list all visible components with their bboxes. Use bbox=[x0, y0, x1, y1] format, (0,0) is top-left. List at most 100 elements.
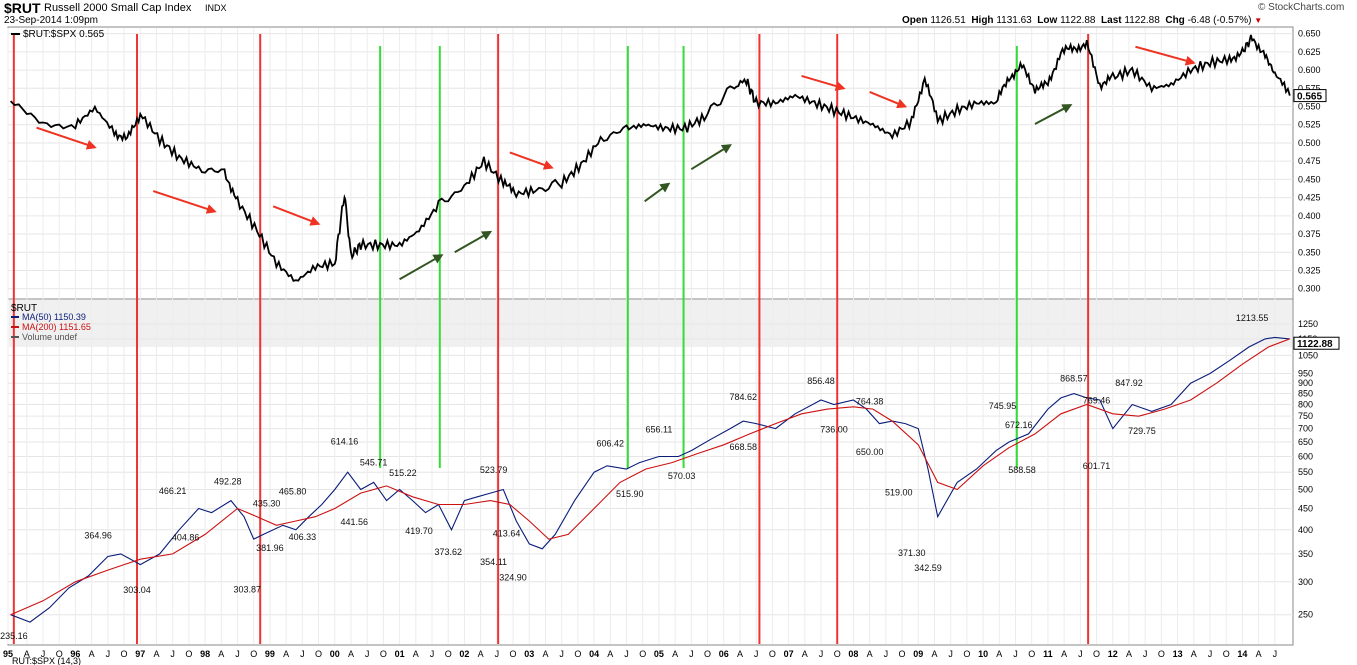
price-annotation: 465.80 bbox=[279, 486, 307, 496]
time-tick-label: 14 bbox=[1237, 649, 1247, 659]
time-tick-label: 96 bbox=[70, 649, 80, 659]
ratio-tick-label: 0.450 bbox=[1298, 174, 1321, 184]
ratio-tick-label: 0.300 bbox=[1298, 284, 1321, 294]
time-tick-label: A bbox=[996, 649, 1002, 659]
price-annotation: 413.64 bbox=[493, 529, 521, 539]
price-annotation: 515.90 bbox=[616, 489, 644, 499]
ratio-series bbox=[9, 34, 1291, 282]
price-tick-label: 700 bbox=[1298, 424, 1313, 434]
time-tick-label: 05 bbox=[654, 649, 664, 659]
price-tick-label: 350 bbox=[1298, 549, 1313, 559]
time-tick-label: J bbox=[948, 649, 953, 659]
quote-open-value: 1126.51 bbox=[930, 15, 966, 26]
time-tick-label: O bbox=[380, 649, 387, 659]
ratio-last-badge bbox=[1293, 89, 1327, 103]
time-tick-label: O bbox=[250, 649, 257, 659]
quote-chg-value: -6.48 (-0.57%) bbox=[1187, 15, 1252, 26]
time-tick-label: O bbox=[56, 649, 63, 659]
trend-arrows bbox=[36, 45, 1196, 281]
time-tick-label: 02 bbox=[459, 649, 469, 659]
time-tick-label: J bbox=[559, 649, 564, 659]
price-annotation: 404.86 bbox=[172, 533, 200, 543]
ratio-tick-label: 0.475 bbox=[1298, 156, 1321, 166]
price-legend-label: Volume undef bbox=[22, 332, 78, 342]
up-trend-arrow bbox=[1034, 104, 1073, 125]
ratio-tick-label: 0.550 bbox=[1298, 102, 1321, 112]
ratio-tick-label: 0.375 bbox=[1298, 229, 1321, 239]
price-annotation: 1213.55 bbox=[1236, 313, 1269, 323]
time-tick-label: A bbox=[153, 649, 159, 659]
price-annotation: 406.33 bbox=[289, 532, 317, 542]
quote-last-label: Last bbox=[1101, 15, 1122, 26]
axis-labels: 0.650 0.625 0.600 0.575 0.550 0.525 0.500 0.475… bbox=[3, 29, 1321, 665]
price-tick-label: 800 bbox=[1298, 400, 1313, 410]
time-tick-label: J bbox=[495, 649, 500, 659]
price-annotation: 303.87 bbox=[233, 584, 261, 594]
price-annotation: 650.00 bbox=[856, 447, 884, 457]
watermark: © StockCharts.com bbox=[1258, 2, 1345, 13]
price-annotation: 545.71 bbox=[360, 458, 388, 468]
time-tick-label: J bbox=[1208, 649, 1213, 659]
up-trend-arrow bbox=[399, 254, 444, 281]
price-legend-label: MA(50) 1150.39 bbox=[22, 312, 86, 322]
price-tick-label: 300 bbox=[1298, 577, 1313, 587]
price-tick-label: 1250 bbox=[1298, 319, 1318, 329]
price-tick-label: 400 bbox=[1298, 525, 1313, 535]
price-annotation: 672.16 bbox=[1005, 420, 1033, 430]
ratio-tick-label: 0.625 bbox=[1298, 47, 1321, 57]
price-annotation: 601.71 bbox=[1083, 461, 1111, 471]
price-tick-label: 650 bbox=[1298, 437, 1313, 447]
ratio-tick-label: 0.325 bbox=[1298, 265, 1321, 275]
price-annotation: 614.16 bbox=[331, 436, 359, 446]
price-annotation: 364.96 bbox=[84, 530, 112, 540]
time-tick-label: J bbox=[235, 649, 240, 659]
time-tick-label: J bbox=[884, 649, 889, 659]
price-annotation: 668.58 bbox=[729, 442, 757, 452]
time-tick-label: 11 bbox=[1043, 649, 1053, 659]
time-tick-label: O bbox=[1028, 649, 1035, 659]
ratio-tick-label: 0.600 bbox=[1298, 65, 1321, 75]
quote-open-label: Open bbox=[902, 15, 928, 26]
time-tick-label: A bbox=[672, 649, 678, 659]
ratio-tick-label: 0.400 bbox=[1298, 211, 1321, 221]
time-tick-label: O bbox=[963, 649, 970, 659]
time-tick-label: 13 bbox=[1173, 649, 1183, 659]
price-tick-label: 950 bbox=[1298, 368, 1313, 378]
price-annotation: 847.92 bbox=[1115, 378, 1143, 388]
price-annotation: 606.42 bbox=[597, 439, 625, 449]
time-tick-label: A bbox=[218, 649, 224, 659]
time-tick-label: 07 bbox=[784, 649, 794, 659]
ratio-panel bbox=[7, 26, 1294, 300]
price-tick-label: 850 bbox=[1298, 389, 1313, 399]
time-tick-label: O bbox=[315, 649, 322, 659]
price-annotation: 466.21 bbox=[159, 486, 187, 496]
time-tick-label: J bbox=[106, 649, 111, 659]
price-legend-label: MA(200) 1151.65 bbox=[22, 322, 91, 332]
time-tick-label: 09 bbox=[913, 649, 923, 659]
time-tick-label: O bbox=[574, 649, 581, 659]
down-trend-arrow bbox=[1135, 45, 1196, 66]
price-annotation: 656.11 bbox=[645, 424, 672, 434]
price-tick-label: 600 bbox=[1298, 452, 1313, 462]
price-annotation: 784.62 bbox=[729, 392, 757, 402]
price-annotation: 769.46 bbox=[1083, 396, 1111, 406]
price-last-value: 1122.88 bbox=[1297, 339, 1333, 350]
ratio-last-value: 0.565 bbox=[1297, 92, 1322, 103]
time-tick-label: 03 bbox=[524, 649, 534, 659]
up-trend-arrow bbox=[690, 144, 732, 171]
up-trend-arrow bbox=[454, 230, 493, 254]
time-tick-label: J bbox=[41, 649, 46, 659]
time-tick-label: 12 bbox=[1108, 649, 1118, 659]
down-trend-arrow bbox=[152, 190, 217, 214]
down-trend-arrow bbox=[801, 74, 846, 91]
down-trend-arrow bbox=[272, 205, 321, 226]
time-tick-label: O bbox=[121, 649, 128, 659]
time-tick-label: J bbox=[170, 649, 175, 659]
time-tick-label: A bbox=[1126, 649, 1132, 659]
price-last-badge bbox=[1293, 336, 1340, 350]
price-tick-label: 1050 bbox=[1298, 350, 1318, 360]
time-tick-label: 10 bbox=[978, 649, 988, 659]
